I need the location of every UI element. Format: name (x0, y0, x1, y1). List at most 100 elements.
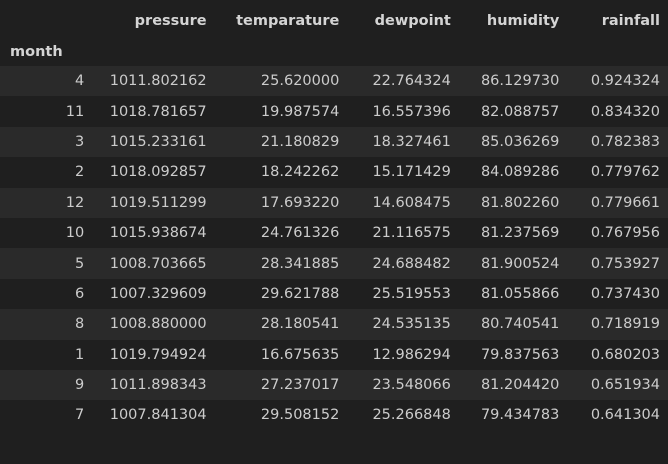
dataframe-table: pressure temparature dewpoint humidity r… (0, 4, 668, 431)
cell-temparature: 28.341885 (260, 255, 340, 272)
column-header-rainfall: rainfall (601, 12, 660, 29)
cell-humidity: 85.036269 (480, 133, 560, 150)
cell-rainfall: 0.641304 (590, 407, 660, 424)
cell-pressure: 1015.938674 (109, 225, 207, 242)
cell-rainfall: 0.680203 (590, 346, 660, 363)
cell-dewpoint: 15.171429 (372, 164, 451, 181)
table-row: 4 1011.802162 25.620000 22.764324 86.129730 0… (0, 66, 668, 97)
cell-humidity: 80.740541 (480, 316, 560, 333)
cell-dewpoint: 21.116575 (372, 225, 451, 242)
cell-temparature: 29.508152 (260, 407, 340, 424)
cell-humidity: 81.055866 (480, 285, 560, 302)
cell-dewpoint: 23.548066 (372, 377, 451, 394)
table-row: 1 1019.794924 16.675635 12.986294 79.837563 0… (0, 339, 668, 370)
table-row: 6 1007.329609 29.621788 25.519553 81.055866 0… (0, 278, 668, 310)
cell-temparature: 16.675635 (260, 346, 340, 363)
row-index-month: 1 (74, 346, 85, 363)
row-index-month: 9 (74, 377, 85, 394)
cell-temparature: 28.180541 (260, 316, 340, 333)
row-index-month: 6 (74, 285, 85, 302)
cell-dewpoint: 24.688482 (372, 255, 451, 272)
blank-corner-header (0, 4, 90, 37)
cell-pressure: 1007.841304 (109, 407, 207, 424)
cell-pressure: 1019.511299 (109, 194, 207, 211)
cell-humidity: 79.837563 (480, 346, 560, 363)
index-name-header: month (10, 43, 63, 60)
cell-humidity: 81.204420 (480, 377, 560, 394)
cell-rainfall: 0.779762 (590, 164, 660, 181)
row-index-month: 12 (65, 194, 85, 211)
cell-pressure: 1011.802162 (109, 73, 207, 90)
cell-dewpoint: 16.557396 (372, 103, 451, 120)
cell-temparature: 24.761326 (260, 225, 340, 242)
empty-header-cell (451, 37, 562, 66)
table-row: 11 1018.781657 19.987574 16.557396 82.088757… (0, 96, 668, 127)
cell-rainfall: 0.651934 (590, 377, 660, 394)
row-index-month: 2 (74, 164, 85, 181)
cell-pressure: 1019.794924 (109, 346, 207, 363)
cell-humidity: 86.129730 (480, 73, 560, 90)
table-body: 4 1011.802162 25.620000 22.764324 86.129730 0… (0, 66, 668, 431)
cell-temparature: 27.237017 (260, 377, 340, 394)
cell-humidity: 81.900524 (480, 255, 560, 272)
table-header: pressure temparature dewpoint humidity r… (0, 4, 668, 66)
row-index-month: 11 (65, 103, 85, 120)
column-header-temparature: temparature (236, 12, 340, 29)
index-name-row: month (0, 37, 668, 66)
table-row: 3 1015.233161 21.180829 18.327461 85.036269 0… (0, 126, 668, 158)
cell-temparature: 19.987574 (260, 103, 340, 120)
cell-dewpoint: 24.535135 (372, 316, 451, 333)
cell-humidity: 84.089286 (480, 164, 560, 181)
cell-dewpoint: 14.608475 (372, 194, 451, 211)
cell-temparature: 18.242262 (260, 164, 340, 181)
cell-rainfall: 0.753927 (590, 255, 660, 272)
row-index-month: 7 (74, 407, 85, 424)
cell-rainfall: 0.767956 (590, 225, 660, 242)
column-header-humidity: humidity (486, 12, 560, 29)
cell-rainfall: 0.718919 (590, 316, 660, 333)
cell-dewpoint: 12.986294 (372, 346, 451, 363)
cell-pressure: 1011.898343 (109, 377, 207, 394)
empty-header-cell (209, 37, 343, 66)
cell-pressure: 1007.329609 (109, 285, 207, 302)
table-row: 8 1008.880000 28.180541 24.535135 80.740541 0… (0, 309, 668, 340)
cell-dewpoint: 25.519553 (372, 285, 451, 302)
table-row: 5 1008.703665 28.341885 24.688482 81.900524 0… (0, 248, 668, 279)
empty-header-cell (561, 37, 668, 66)
cell-pressure: 1008.880000 (109, 316, 207, 333)
row-index-month: 8 (74, 316, 85, 333)
cell-dewpoint: 25.266848 (372, 407, 451, 424)
row-index-month: 4 (74, 73, 85, 90)
cell-pressure: 1015.233161 (109, 133, 207, 150)
column-header-row: pressure temparature dewpoint humidity r… (0, 4, 668, 37)
table-row: 9 1011.898343 27.237017 23.548066 81.204420 0… (0, 369, 668, 401)
cell-humidity: 81.237569 (480, 225, 560, 242)
cell-pressure: 1008.703665 (109, 255, 207, 272)
table-row: 12 1019.511299 17.693220 14.608475 81.802260… (0, 187, 668, 218)
cell-humidity: 81.802260 (480, 194, 560, 211)
table-row: 7 1007.841304 29.508152 25.266848 79.434783 0… (0, 400, 668, 431)
table-row: 2 1018.092857 18.242262 15.171429 84.089286 0… (0, 157, 668, 188)
cell-rainfall: 0.834320 (590, 103, 660, 120)
cell-temparature: 25.620000 (260, 73, 340, 90)
cell-dewpoint: 22.764324 (372, 73, 451, 90)
column-header-dewpoint: dewpoint (374, 12, 451, 29)
row-index-month: 10 (65, 225, 85, 242)
cell-pressure: 1018.092857 (109, 164, 207, 181)
cell-temparature: 29.621788 (260, 285, 340, 302)
cell-dewpoint: 18.327461 (372, 133, 451, 150)
row-index-month: 3 (74, 133, 85, 150)
cell-humidity: 82.088757 (480, 103, 560, 120)
cell-rainfall: 0.737430 (590, 285, 660, 302)
cell-rainfall: 0.779661 (590, 194, 660, 211)
cell-rainfall: 0.782383 (590, 133, 660, 150)
empty-header-cell (342, 37, 451, 66)
empty-header-cell (90, 37, 208, 66)
cell-temparature: 17.693220 (260, 194, 340, 211)
row-index-month: 5 (74, 255, 85, 272)
cell-humidity: 79.434783 (480, 407, 560, 424)
cell-temparature: 21.180829 (260, 133, 340, 150)
cell-rainfall: 0.924324 (590, 73, 660, 90)
column-header-pressure: pressure (134, 12, 207, 29)
